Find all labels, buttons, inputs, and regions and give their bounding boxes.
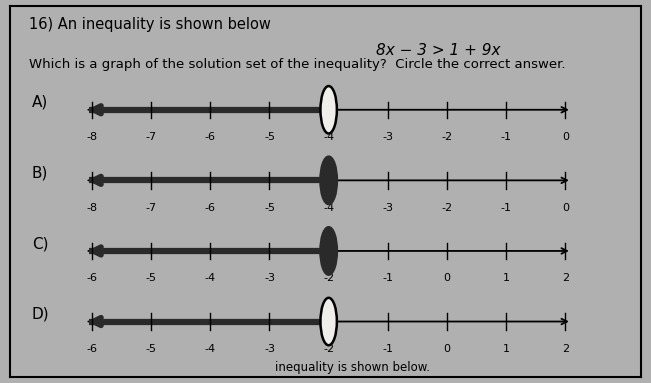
Text: -4: -4 [204,344,216,354]
Text: -6: -6 [205,132,215,142]
Text: -6: -6 [87,344,98,354]
Text: -2: -2 [323,344,334,354]
Text: inequality is shown below.: inequality is shown below. [275,360,430,373]
Ellipse shape [320,298,337,345]
Text: -5: -5 [264,203,275,213]
Text: -1: -1 [501,203,512,213]
Text: 16) An inequality is shown below: 16) An inequality is shown below [29,17,271,32]
Text: -6: -6 [87,273,98,283]
Text: 1: 1 [503,273,510,283]
Text: -8: -8 [87,203,98,213]
Text: B): B) [32,165,48,180]
Text: -1: -1 [382,344,393,354]
Text: 2: 2 [562,273,569,283]
Text: -3: -3 [382,132,393,142]
Text: 0: 0 [562,203,569,213]
Text: Which is a graph of the solution set of the inequality?  Circle the correct answ: Which is a graph of the solution set of … [29,58,565,71]
Text: -1: -1 [501,132,512,142]
Text: A): A) [32,95,48,110]
Text: -5: -5 [146,273,156,283]
Text: -5: -5 [264,132,275,142]
Text: -5: -5 [146,344,156,354]
Text: 2: 2 [562,344,569,354]
Text: -1: -1 [382,273,393,283]
Text: 0: 0 [443,344,450,354]
Text: -7: -7 [145,132,157,142]
Text: -3: -3 [382,203,393,213]
Text: -3: -3 [264,344,275,354]
Text: -8: -8 [87,132,98,142]
Text: -3: -3 [264,273,275,283]
Text: 8x − 3 > 1 + 9x: 8x − 3 > 1 + 9x [376,43,501,58]
Text: 0: 0 [443,273,450,283]
Text: D): D) [32,307,49,322]
Text: -2: -2 [441,203,452,213]
Text: -4: -4 [323,132,334,142]
Text: -2: -2 [323,273,334,283]
Text: -6: -6 [205,203,215,213]
Text: 0: 0 [562,132,569,142]
Text: -7: -7 [145,203,157,213]
Ellipse shape [320,86,337,134]
Text: 1: 1 [503,344,510,354]
Text: -4: -4 [204,273,216,283]
Text: -4: -4 [323,203,334,213]
Text: C): C) [32,236,48,251]
Text: -2: -2 [441,132,452,142]
Ellipse shape [320,227,337,275]
Ellipse shape [320,157,337,204]
